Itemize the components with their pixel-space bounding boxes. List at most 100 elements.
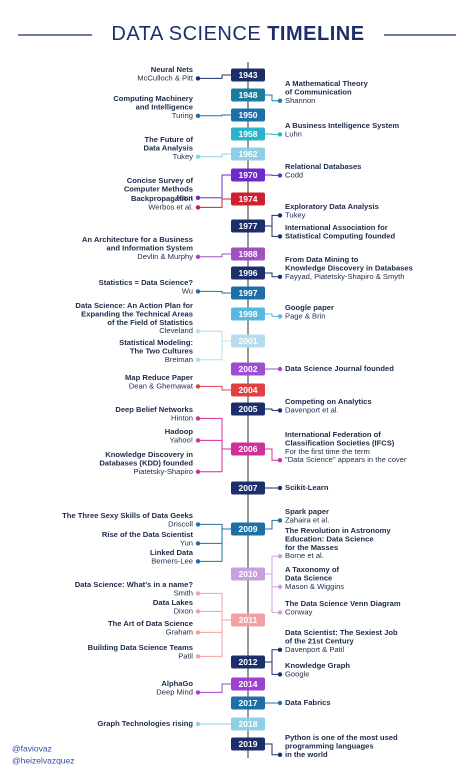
connector-dot bbox=[195, 113, 201, 119]
event-author: Werbos et al. bbox=[148, 202, 193, 211]
connector-dot bbox=[195, 254, 201, 259]
year-label: 1958 bbox=[239, 129, 258, 139]
connector bbox=[198, 174, 231, 199]
event-title: The Two Cultures bbox=[130, 346, 193, 355]
connector bbox=[265, 555, 280, 575]
event-author: Fayyad, Piatetsky-Shapiro & Smyth bbox=[285, 272, 404, 281]
footer-handle: @faviovaz bbox=[12, 743, 52, 753]
connector-dot bbox=[195, 154, 201, 159]
year-box bbox=[231, 219, 265, 233]
event-author: Conway bbox=[285, 607, 313, 616]
connector-dot bbox=[277, 132, 283, 137]
connector-dot bbox=[195, 690, 201, 695]
year-label: 1977 bbox=[239, 221, 258, 231]
year-box bbox=[231, 696, 265, 710]
connector-dot bbox=[277, 234, 283, 239]
event-title: Computing Machinery bbox=[113, 94, 194, 103]
event-title: in the world bbox=[285, 750, 328, 759]
year-box bbox=[231, 147, 265, 161]
event-author: Breiman bbox=[165, 355, 193, 364]
connector bbox=[265, 272, 280, 278]
event-title: The Revolution in Astronomy bbox=[285, 526, 391, 535]
connector-dot bbox=[277, 554, 283, 559]
connector-dot bbox=[195, 522, 201, 527]
connector-dot bbox=[195, 654, 201, 659]
connector-dot bbox=[277, 485, 283, 491]
connector-dot bbox=[195, 416, 201, 421]
event-author: Borne et al. bbox=[285, 551, 324, 560]
connector bbox=[198, 198, 231, 208]
event-author: Naur bbox=[177, 193, 194, 202]
connector bbox=[198, 153, 231, 158]
year-label: 1970 bbox=[239, 170, 258, 180]
event-author: Cleveland bbox=[159, 326, 193, 335]
connector-dot bbox=[195, 541, 201, 546]
event-title: Classification Societies (IFCS) bbox=[285, 438, 395, 447]
event-author: Zahaira et al. bbox=[285, 515, 329, 524]
connector bbox=[198, 619, 231, 657]
year-box bbox=[231, 286, 265, 300]
event-author: Smith bbox=[174, 588, 193, 597]
event-author: Yun bbox=[180, 538, 193, 547]
connector-dot bbox=[277, 173, 283, 178]
event-title: for the Masses bbox=[285, 543, 338, 552]
year-label: 1997 bbox=[239, 288, 258, 298]
event-title: Education: Data Science bbox=[285, 534, 374, 543]
connector bbox=[198, 523, 231, 530]
connector bbox=[198, 439, 231, 450]
connector-dot bbox=[277, 610, 283, 615]
year-label: 1948 bbox=[239, 90, 258, 100]
year-box bbox=[231, 717, 265, 731]
connector-dot bbox=[195, 195, 201, 200]
event-title: Neural Nets bbox=[151, 65, 193, 74]
event-title: Deep Belief Networks bbox=[115, 405, 193, 414]
event-title: Graph Technologies rising bbox=[97, 719, 193, 728]
event-title: Data Analysis bbox=[143, 143, 193, 152]
event-note: For the first time the term bbox=[285, 447, 370, 456]
event-title: The Three Sexy Skills of Data Geeks bbox=[62, 511, 193, 520]
event-title: Knowledge Graph bbox=[285, 661, 350, 670]
connector-dot bbox=[277, 458, 283, 463]
event-title: A Taxonomy of bbox=[285, 565, 339, 574]
event-title: Python is one of the most used bbox=[285, 733, 398, 742]
year-box bbox=[231, 383, 265, 397]
connector-dot bbox=[277, 408, 283, 413]
year-label: 2018 bbox=[239, 719, 258, 729]
event-author: Berners-Lee bbox=[151, 556, 193, 565]
year-box bbox=[231, 68, 265, 82]
event-title: of Communication bbox=[285, 87, 352, 96]
event-title: and Intelligence bbox=[136, 102, 193, 111]
event-author: Luhn bbox=[285, 129, 302, 138]
event-title: Backpropagation bbox=[131, 194, 193, 203]
connector-dot bbox=[195, 609, 201, 614]
event-title: A Business Intelligence System bbox=[285, 121, 399, 130]
event-title: Hadoop bbox=[165, 427, 194, 436]
event-author: Page & Brin bbox=[285, 311, 326, 320]
year-box bbox=[231, 334, 265, 348]
connector bbox=[265, 448, 280, 461]
event-title: Map Reduce Paper bbox=[125, 373, 193, 382]
event-title: Statistical Modeling: bbox=[119, 338, 193, 347]
event-title: Building Data Science Teams bbox=[88, 643, 193, 652]
connector-dot bbox=[195, 205, 201, 210]
event-author: Mason & Wiggins bbox=[285, 582, 344, 591]
connector bbox=[198, 592, 231, 621]
event-title: Google paper bbox=[285, 303, 334, 312]
connector-dot bbox=[277, 672, 283, 677]
year-box bbox=[231, 677, 265, 691]
year-box bbox=[231, 402, 265, 416]
year-box bbox=[231, 522, 265, 536]
connector bbox=[265, 743, 280, 756]
event-author: Wu bbox=[182, 286, 193, 295]
year-box bbox=[231, 88, 265, 102]
year-label: 2011 bbox=[239, 615, 258, 625]
event-title: and Information System bbox=[107, 243, 194, 252]
connector bbox=[198, 448, 231, 473]
event-author: Turing bbox=[172, 111, 193, 120]
year-label: 1998 bbox=[239, 309, 258, 319]
event-author: Patil bbox=[178, 651, 193, 660]
connector-dot bbox=[195, 469, 201, 474]
year-box bbox=[231, 247, 265, 261]
connector-dot bbox=[195, 289, 201, 294]
connector-dot bbox=[277, 274, 283, 279]
